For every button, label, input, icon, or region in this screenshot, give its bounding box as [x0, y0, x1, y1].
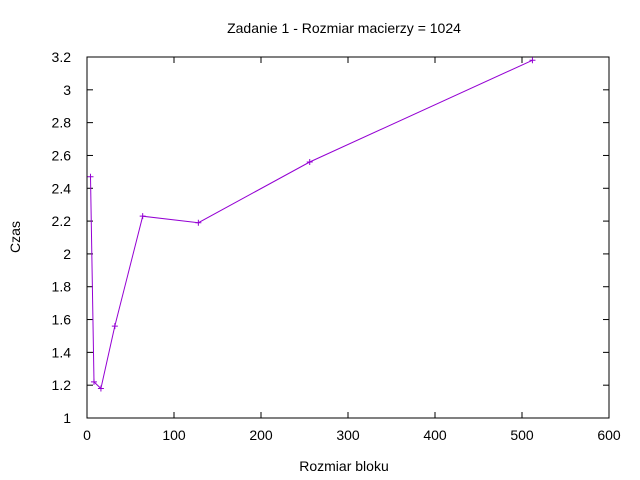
axis-ticks — [86, 56, 610, 419]
chart-title: Zadanie 1 - Rozmiar macierzy = 1024 — [227, 20, 461, 36]
x-tick-label: 600 — [597, 427, 621, 443]
y-tick-label: 1.6 — [52, 312, 72, 328]
series-layer — [87, 57, 536, 392]
x-tick-label: 400 — [423, 427, 447, 443]
data-point-marker — [97, 385, 104, 392]
x-tick-label: 500 — [510, 427, 534, 443]
y-tick-label: 2.8 — [52, 115, 72, 131]
x-tick-label: 100 — [162, 427, 186, 443]
x-tick-label: 300 — [336, 427, 360, 443]
y-tick-label: 1.2 — [52, 377, 72, 393]
y-tick-label: 2.4 — [52, 180, 72, 196]
y-tick-label: 2 — [63, 246, 71, 262]
series-line — [90, 59, 533, 390]
y-tick-labels: 1 1.2 1.4 1.6 1.8 2 2.2 2.4 2.6 2.8 3 3.2 — [52, 49, 72, 426]
data-point-marker — [90, 378, 97, 385]
data-point-marker — [529, 57, 536, 64]
y-tick-label: 2.6 — [52, 147, 72, 163]
y-axis-label: Czas — [7, 221, 23, 253]
y-tick-label: 3 — [63, 82, 71, 98]
data-point-marker — [306, 159, 313, 166]
data-point-marker — [87, 173, 94, 180]
y-tick-label: 2.2 — [52, 213, 72, 229]
data-point-marker — [111, 323, 118, 330]
y-tick-label: 1.4 — [52, 344, 72, 360]
y-tick-label: 1.8 — [52, 279, 72, 295]
x-tick-label: 200 — [249, 427, 273, 443]
data-point-marker — [139, 213, 146, 220]
x-tick-label: 0 — [83, 427, 91, 443]
data-point-marker — [195, 219, 202, 226]
x-tick-labels: 0 100 200 300 400 500 600 — [83, 427, 621, 443]
x-axis-label: Rozmiar bloku — [299, 458, 388, 474]
y-tick-label: 1 — [63, 410, 71, 426]
y-tick-label: 3.2 — [52, 49, 72, 65]
plot-area-frame — [86, 56, 610, 419]
